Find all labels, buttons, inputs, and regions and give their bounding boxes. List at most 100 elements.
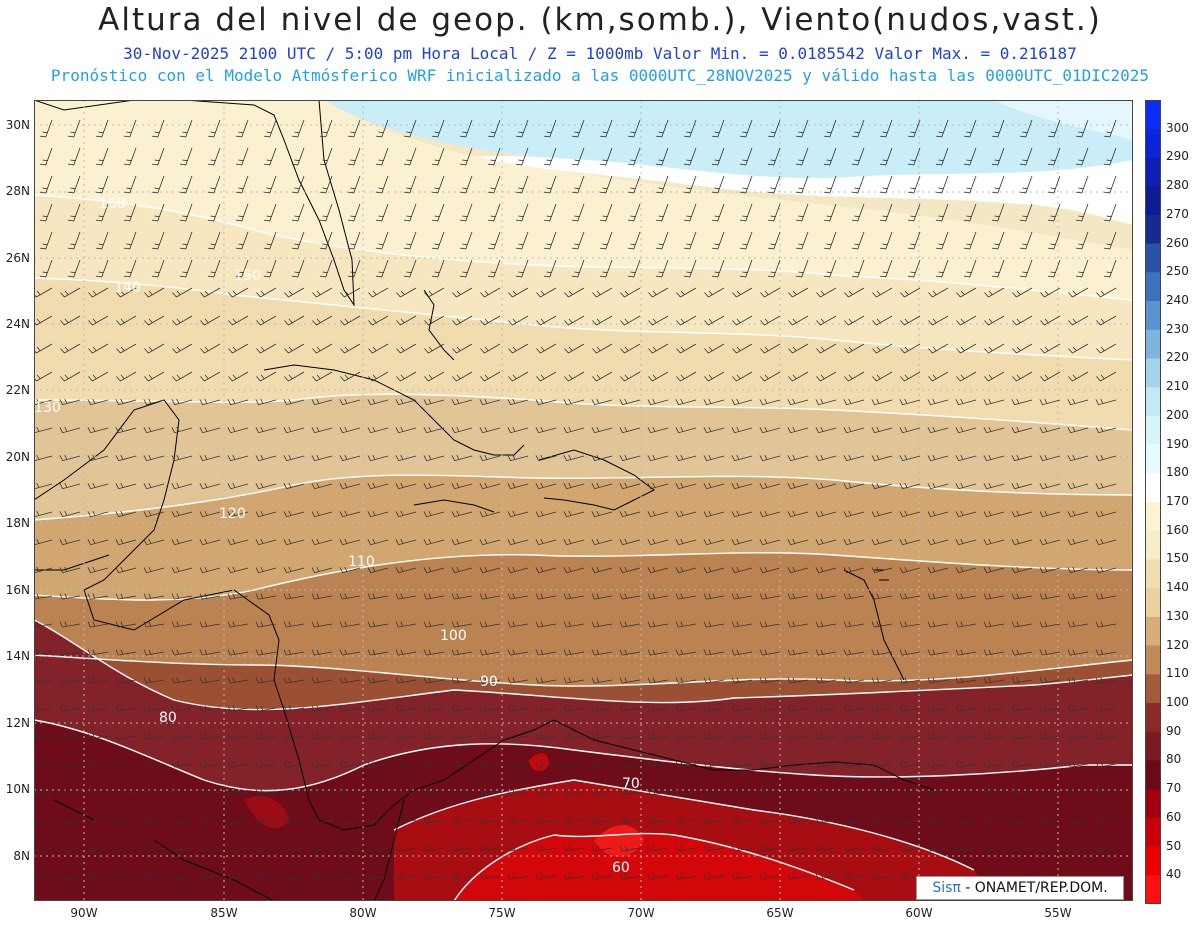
wind-barb [283, 789, 305, 796]
wind-barb [843, 426, 865, 434]
wind-barb [291, 147, 305, 166]
wind-barb [347, 231, 361, 250]
wind-barb [619, 621, 641, 628]
wind-barb [955, 677, 977, 684]
wind-barb [479, 677, 501, 684]
wind-barb [535, 398, 557, 406]
wind-barb [767, 119, 781, 138]
wind-barb [759, 845, 781, 852]
wind-barb [487, 119, 501, 138]
wind-barb [731, 426, 753, 434]
wind-barb [395, 426, 417, 434]
wind-barb [263, 175, 277, 194]
wind-barb [683, 147, 697, 166]
wind-barb [255, 733, 277, 740]
wind-barb [760, 371, 781, 382]
wind-barb [731, 398, 753, 406]
wind-barb [732, 315, 753, 326]
wind-barb [283, 566, 305, 574]
wind-barb [227, 482, 249, 490]
contour-label-60: 60 [612, 860, 630, 876]
wind-barb [227, 426, 249, 434]
wind-barb [368, 343, 389, 354]
wind-barb [647, 482, 669, 490]
wind-barb [844, 315, 865, 326]
wind-barb [115, 621, 137, 628]
wind-barb [655, 147, 669, 166]
wind-barb [423, 621, 445, 628]
wind-barb [87, 482, 109, 490]
wind-barb [116, 315, 137, 326]
wind-barb [451, 593, 473, 600]
wind-barb [955, 817, 977, 824]
wind-barb [339, 677, 361, 684]
wind-barb [703, 705, 725, 712]
wind-barb [1095, 593, 1117, 600]
wind-barb [871, 789, 893, 796]
wind-barb [731, 566, 753, 574]
credit-brand: Sisπ [932, 880, 961, 896]
wind-barb [207, 147, 221, 166]
wind-barb [703, 538, 725, 546]
wind-barb [675, 593, 697, 600]
wind-barb [479, 873, 501, 880]
wind-barb [843, 538, 865, 546]
contour-label-80: 80 [159, 710, 177, 726]
wind-barb [711, 147, 725, 166]
wind-barb [87, 733, 109, 740]
color-scale-label: 50 [1166, 838, 1182, 853]
wind-barb [1103, 231, 1117, 250]
wind-barb [983, 398, 1005, 406]
color-scale-label: 140 [1166, 580, 1189, 595]
wind-barb [143, 398, 165, 406]
wind-barb [1067, 677, 1089, 684]
color-scale-label: 210 [1166, 379, 1189, 394]
wind-barb [151, 259, 165, 278]
lat-label: 30N [5, 118, 30, 132]
wind-barb [395, 789, 417, 796]
wind-barb [1067, 733, 1089, 740]
wind-barb [1039, 454, 1061, 462]
color-scale-swatch [1145, 272, 1161, 302]
wind-barb [87, 621, 109, 628]
wind-barb [935, 175, 949, 194]
wind-barb [59, 454, 81, 462]
wind-barb [879, 175, 893, 194]
wind-barb [479, 482, 501, 490]
wind-barb [311, 649, 333, 656]
wind-barb [731, 649, 753, 656]
wind-barb [1095, 677, 1117, 684]
wind-barb [207, 119, 221, 138]
wind-barb [759, 733, 781, 740]
wind-barb [843, 789, 865, 796]
wind-barb [815, 454, 837, 462]
wind-barb [795, 231, 809, 250]
wind-barb [1067, 649, 1089, 656]
wind-barb [479, 817, 501, 824]
wind-barb [87, 538, 109, 546]
wind-barb [563, 566, 585, 574]
color-scale-swatch [1145, 128, 1161, 159]
wind-barb [507, 677, 529, 684]
wind-barb [171, 538, 193, 546]
wind-barb [815, 593, 837, 600]
wind-barb [1011, 677, 1033, 684]
wind-barb [703, 817, 725, 824]
wind-barb [591, 482, 613, 490]
wind-barb [591, 510, 613, 518]
wind-barb [899, 621, 921, 628]
color-scale-swatch [1145, 100, 1161, 130]
wind-barb [683, 231, 697, 250]
wind-barb [871, 593, 893, 600]
wind-barb [375, 119, 389, 138]
wind-barb [1039, 845, 1061, 852]
wind-barb [284, 287, 305, 298]
wind-barb [60, 343, 81, 354]
wind-barb [116, 343, 137, 354]
wind-barb [1103, 259, 1117, 278]
wind-barb [703, 733, 725, 740]
contour-label-110: 110 [348, 554, 375, 570]
wind-barb [403, 203, 417, 222]
wind-barb [87, 789, 109, 796]
wind-barb [1067, 761, 1089, 768]
